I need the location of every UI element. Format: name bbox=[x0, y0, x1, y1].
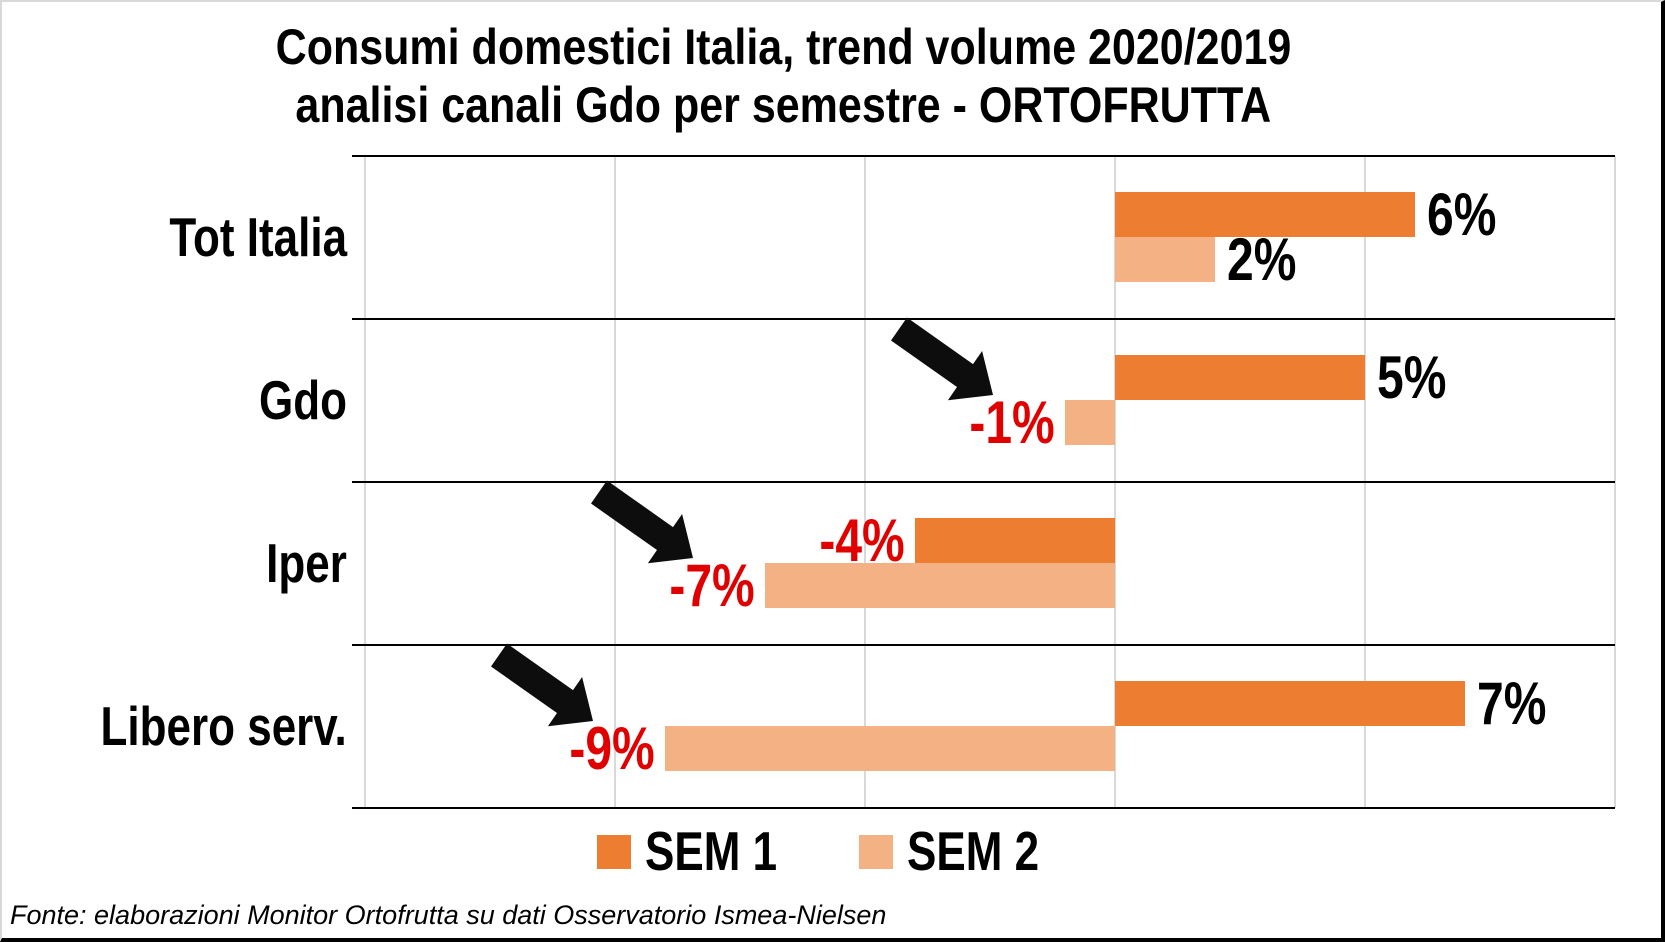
bar-sem-1-libero-serv bbox=[1115, 681, 1465, 726]
row-separator bbox=[352, 155, 1615, 157]
value-label-sem-1-gdo: 5% bbox=[1377, 344, 1447, 411]
category-label-iper: Iper bbox=[266, 532, 347, 594]
value-label-sem-2-gdo: -1% bbox=[969, 389, 1055, 456]
legend-swatch-sem1-icon bbox=[597, 834, 632, 869]
arrow-down-right-icon bbox=[485, 643, 600, 728]
category-label-libero-serv: Libero serv. bbox=[100, 695, 347, 757]
chart-title: Consumi domestici Italia, trend volume 2… bbox=[2, 18, 1564, 134]
bar-sem-2-gdo bbox=[1065, 400, 1115, 445]
value-label-sem-2-tot-italia: 2% bbox=[1227, 226, 1297, 293]
value-label-sem-1-libero-serv: 7% bbox=[1477, 670, 1547, 737]
bar-sem-1-gdo bbox=[1115, 355, 1365, 400]
value-label-sem-1-iper: -4% bbox=[819, 507, 905, 574]
legend-item-sem1: SEM 1 bbox=[597, 824, 810, 879]
bar-sem-2-tot-italia bbox=[1115, 237, 1215, 282]
category-axis-labels: Tot Italia Gdo Iper Libero serv. bbox=[2, 156, 347, 808]
bar-sem-2-iper bbox=[765, 563, 1115, 608]
row-separator bbox=[352, 807, 1615, 809]
bar-sem-2-libero-serv bbox=[665, 726, 1115, 771]
row-separator bbox=[352, 644, 1615, 646]
legend-label-sem1: SEM 1 bbox=[645, 820, 778, 882]
chart-legend: SEM 1 SEM 2 bbox=[2, 820, 1661, 882]
category-label-tot-italia: Tot Italia bbox=[169, 206, 347, 268]
arrow-down-right-icon bbox=[585, 480, 700, 565]
arrow-down-right-icon bbox=[885, 317, 1000, 402]
bar-sem-1-tot-italia bbox=[1115, 192, 1415, 237]
category-label-gdo: Gdo bbox=[259, 369, 347, 431]
gridline bbox=[1614, 156, 1616, 808]
legend-item-sem2: SEM 2 bbox=[858, 820, 1072, 882]
chart-title-line-2: analisi canali Gdo per semestre - ORTOFR… bbox=[295, 77, 1271, 133]
chart-title-line-1: Consumi domestici Italia, trend volume 2… bbox=[275, 19, 1291, 75]
value-label-sem-1-tot-italia: 6% bbox=[1427, 181, 1497, 248]
value-label-sem-2-libero-serv: -9% bbox=[569, 715, 655, 782]
value-label-sem-2-iper: -7% bbox=[669, 552, 755, 619]
row-separator bbox=[352, 481, 1615, 483]
row-separator bbox=[352, 318, 1615, 320]
source-note: Fonte: elaborazioni Monitor Ortofrutta s… bbox=[10, 900, 887, 930]
legend-swatch-sem2-icon bbox=[858, 834, 893, 869]
bar-sem-1-iper bbox=[915, 518, 1115, 563]
legend-label-sem2: SEM 2 bbox=[906, 820, 1039, 882]
plot-area: 6% 2% 5% -1% -4% -7% 7% -9% bbox=[352, 155, 1616, 809]
